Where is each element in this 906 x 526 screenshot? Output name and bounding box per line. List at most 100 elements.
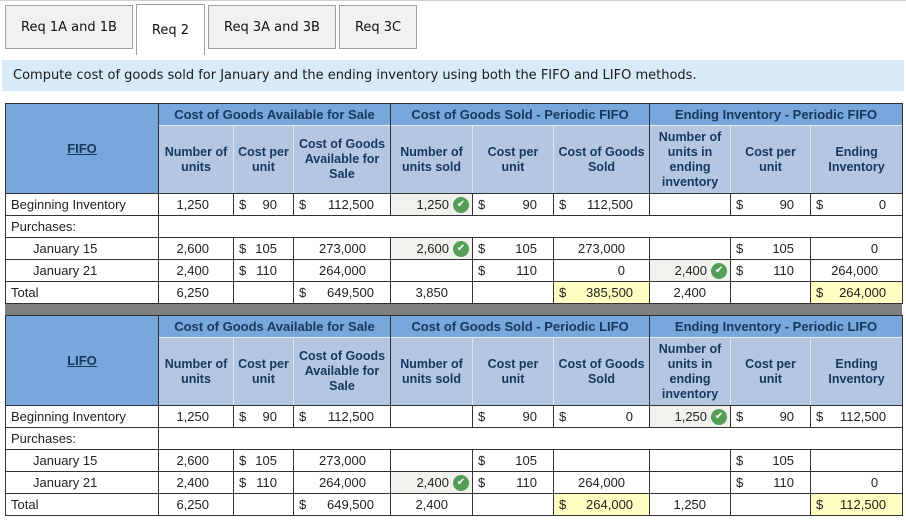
dollar-sign: $ <box>559 409 567 424</box>
input-cell[interactable]: 1,250 ✔ <box>649 405 732 428</box>
group-header: Ending Inventory - Periodic LIFO <box>649 315 904 338</box>
row-label: Total <box>5 493 159 516</box>
fifo-link[interactable]: FIFO <box>67 141 97 156</box>
lifo-header-cell: LIFO <box>5 315 159 406</box>
tab-req-1a-and-1b[interactable]: Req 1A and 1B <box>5 5 133 49</box>
cell-value: 6,250 <box>176 285 209 300</box>
value-cell: 6,250 <box>158 281 234 304</box>
input-cell[interactable]: 2,400 ✔ <box>390 471 473 494</box>
dollar-sign: $ <box>816 409 824 424</box>
column-header: Cost per unit <box>730 125 811 194</box>
value-cell: 3,850 <box>390 281 473 304</box>
dollar-sign: $ <box>559 285 567 300</box>
cell-value: 0 <box>870 475 879 490</box>
value-cell: 1,250 <box>158 405 234 428</box>
value-cell: 2,600 <box>158 449 234 472</box>
value-cell: $90 <box>472 193 554 216</box>
value-cell <box>649 237 732 260</box>
value-cell <box>390 259 473 282</box>
value-cell: 264,000 <box>293 471 391 494</box>
column-header: Cost per unit <box>233 337 294 406</box>
cell-value: 105 <box>255 453 277 468</box>
value-cell: $110 <box>472 259 554 282</box>
cell-value: 3,850 <box>415 285 448 300</box>
column-header: Ending Inventory <box>810 337 904 406</box>
dollar-sign: $ <box>478 241 486 256</box>
cell-value: 264,000 <box>586 497 634 512</box>
value-cell: $105 <box>730 237 812 260</box>
cell-value: 112,500 <box>587 197 634 212</box>
cell-value: 1,250 <box>416 197 449 212</box>
tab-req-2[interactable]: Req 2 <box>135 4 206 55</box>
column-header: Number of units <box>158 125 234 194</box>
row-label: Purchases: <box>5 427 159 450</box>
top-divider <box>0 0 906 1</box>
cell-value: 1,250 <box>176 197 209 212</box>
column-header: Cost per unit <box>472 125 554 194</box>
dollar-sign: $ <box>478 475 486 490</box>
group-header: Cost of Goods Available for Sale <box>158 103 391 126</box>
row-label: Beginning Inventory <box>5 405 159 428</box>
value-cell: $90 <box>233 193 294 216</box>
value-cell: $90 <box>730 193 812 216</box>
dollar-sign: $ <box>299 409 307 424</box>
dollar-sign: $ <box>816 285 824 300</box>
lifo-link[interactable]: LIFO <box>67 353 97 368</box>
value-cell: $112,500 <box>810 405 904 428</box>
value-cell: 2,400 <box>390 493 473 516</box>
value-cell <box>472 493 554 516</box>
dollar-sign: $ <box>299 497 307 512</box>
table-row: Total 6,250 $649,500 2,400 $264,000 1,250 $112… <box>5 493 904 516</box>
value-cell: 273,000 <box>552 237 651 260</box>
value-cell: $110 <box>233 259 294 282</box>
cell-value: 1,250 <box>176 409 209 424</box>
column-header: Number of units in ending inventory <box>649 337 731 406</box>
tab-req-3c[interactable]: Req 3C <box>338 5 418 49</box>
value-cell <box>472 281 554 304</box>
value-cell: 1,250 <box>649 493 732 516</box>
tab-bar: Req 1A and 1B Req 2 Req 3A and 3B Req 3C <box>0 4 906 57</box>
cell-value: 2,400 <box>415 497 448 512</box>
cell-value: 2,400 <box>176 475 209 490</box>
value-cell <box>730 493 812 516</box>
value-cell: $105 <box>730 449 812 472</box>
dollar-sign: $ <box>239 263 247 278</box>
column-header: Number of units <box>158 337 234 406</box>
value-cell: 264,000 <box>552 471 651 494</box>
dollar-sign: $ <box>478 453 486 468</box>
row-label: Total <box>5 281 159 304</box>
dollar-sign: $ <box>239 197 247 212</box>
row-label: Purchases: <box>5 215 159 238</box>
tab-req-3a-and-3b[interactable]: Req 3A and 3B <box>208 5 336 49</box>
cell-value: 2,400 <box>673 285 707 300</box>
dollar-sign: $ <box>736 241 744 256</box>
cell-value: 105 <box>772 241 795 256</box>
cell-value: 2,600 <box>176 241 209 256</box>
input-cell[interactable]: 2,600 ✔ <box>390 237 473 260</box>
cell-value: 112,500 <box>327 197 374 212</box>
dollar-sign: $ <box>299 285 307 300</box>
value-cell: $110 <box>472 471 554 494</box>
dollar-sign: $ <box>239 241 247 256</box>
input-cell[interactable]: 2,400 ✔ <box>649 259 732 282</box>
cell-value: 110 <box>516 263 537 278</box>
column-header: Cost per unit <box>730 337 811 406</box>
value-cell <box>649 193 732 216</box>
value-cell: $112,500 <box>293 193 391 216</box>
cell-value: 649,500 <box>327 497 374 512</box>
cell-value: 2,400 <box>416 475 449 490</box>
group-header: Ending Inventory - Periodic FIFO <box>649 103 904 126</box>
value-cell: $110 <box>233 471 294 494</box>
cell-value: 2,400 <box>176 263 209 278</box>
dollar-sign: $ <box>736 475 744 490</box>
row-label: January 21 <box>5 471 159 494</box>
dollar-sign: $ <box>239 409 247 424</box>
input-cell[interactable]: 1,250 ✔ <box>390 193 473 216</box>
value-cell: $112,500 <box>552 193 651 216</box>
cell-value: 110 <box>516 475 537 490</box>
value-cell: 0 <box>810 237 904 260</box>
value-cell <box>390 449 473 472</box>
table-row: Purchases: <box>5 427 904 450</box>
row-label: Beginning Inventory <box>5 193 159 216</box>
table-row: January 21 2,400 $110 264,000 $110 0 2,400 ✔ $11… <box>5 259 904 282</box>
